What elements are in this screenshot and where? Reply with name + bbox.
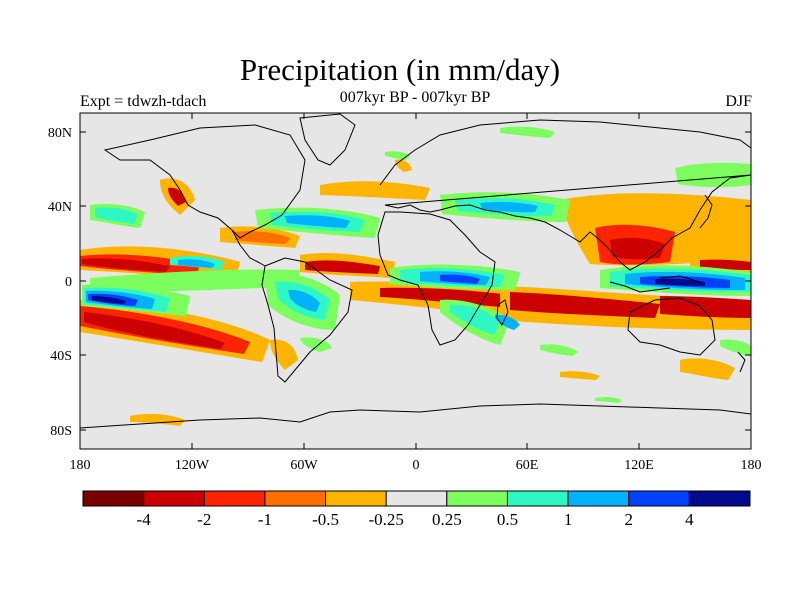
anomaly-field <box>385 151 410 160</box>
colorbar-swatch <box>506 490 569 507</box>
coastline-madagascar <box>496 299 509 326</box>
coastline-greenland <box>299 113 356 166</box>
anomaly-field <box>680 358 735 380</box>
coastline-africa <box>377 211 496 346</box>
anomaly-field <box>168 187 186 206</box>
lat-tick-label: 0 <box>65 275 72 290</box>
colorbar-swatch <box>385 490 448 507</box>
anomaly-field <box>285 215 350 228</box>
anomaly-field <box>495 314 520 330</box>
anomaly-field <box>595 396 622 403</box>
colorbar-swatch <box>446 490 508 507</box>
colorbar-label: 0.25 <box>432 510 462 529</box>
coastline-south-america <box>261 257 353 383</box>
anomaly-field <box>720 339 751 356</box>
anomaly-field <box>178 259 215 268</box>
colorbar-swatch <box>264 490 327 507</box>
anomaly-field <box>395 159 412 172</box>
anomaly-field <box>270 339 298 370</box>
colorbar-label: 0.5 <box>497 510 518 529</box>
coastline-new-zealand <box>737 351 746 373</box>
colorbar-label: -0.25 <box>368 510 403 529</box>
experiment-label: Expt = tdwzh-tdach <box>80 93 207 110</box>
colorbar-swatch <box>143 490 205 507</box>
colorbar-swatch <box>628 490 690 507</box>
lon-tick-label: 60E <box>516 458 539 473</box>
anomaly-field <box>82 258 170 272</box>
coastline-central-america <box>231 229 266 267</box>
tick-marks <box>80 113 751 449</box>
coastline-indonesia <box>609 275 701 293</box>
anomaly-field <box>84 312 225 349</box>
colorbar-label: 2 <box>624 510 633 529</box>
anomaly-field <box>92 296 126 304</box>
lon-tick-label: 120E <box>624 458 654 473</box>
lat-tick-label: 40S <box>50 349 72 364</box>
lon-tick-label: 60W <box>290 458 318 473</box>
anomaly-field <box>480 202 538 213</box>
colorbar-label: -2 <box>197 510 211 529</box>
lat-tick-label: 80S <box>50 424 72 439</box>
precipitation-anomaly-fields <box>80 126 751 426</box>
anomaly-field <box>380 287 520 308</box>
colorbar-swatch <box>688 490 751 507</box>
anomaly-field <box>300 337 332 352</box>
colorbar-label: -4 <box>137 510 152 529</box>
anomaly-field <box>675 162 751 188</box>
anomaly-field <box>235 231 290 244</box>
anomaly-field <box>700 259 751 270</box>
map-title: Precipitation (in mm/day) <box>239 52 561 87</box>
lat-tick-label: 80N <box>48 126 72 141</box>
coastline-antarctica <box>80 403 751 429</box>
anomaly-field <box>320 181 430 200</box>
colorbar-label: -0.5 <box>312 510 339 529</box>
colorbar-swatch <box>82 490 145 507</box>
colorbar-swatch <box>203 490 266 507</box>
colorbar-swatch <box>567 490 630 507</box>
anomaly-field <box>450 304 500 335</box>
coastline-australia <box>627 297 716 356</box>
anomaly-field <box>130 413 185 426</box>
coastline-north-america <box>103 124 306 239</box>
lat-tick-label: 40N <box>48 200 72 215</box>
anomaly-field <box>305 260 380 274</box>
anomaly-field <box>610 237 665 260</box>
coastlines <box>80 113 751 429</box>
anomaly-field <box>440 274 480 284</box>
lon-tick-label: 180 <box>70 458 91 473</box>
colorbar-swatch <box>325 490 387 507</box>
season-label: DJF <box>725 93 752 110</box>
lon-tick-label: 120W <box>175 458 210 473</box>
colorbar-label: -1 <box>258 510 272 529</box>
lon-tick-label: 180 <box>741 458 762 473</box>
colorbar-label: 1 <box>564 510 573 529</box>
anomaly-field <box>288 289 320 312</box>
anomaly-field <box>90 269 300 292</box>
anomaly-field <box>540 344 578 356</box>
anomaly-field <box>560 371 600 380</box>
colorbar-label: 4 <box>685 510 694 529</box>
coastline-japan <box>699 194 713 229</box>
anomaly-field <box>500 126 555 138</box>
anomaly-field <box>655 278 705 286</box>
anomaly-field <box>660 296 751 318</box>
anomaly-field <box>510 292 660 318</box>
period-label: 007kyr BP - 007kyr BP <box>339 89 491 106</box>
coastline-europe-asia <box>379 119 751 271</box>
lon-tick-label: 0 <box>413 458 420 473</box>
anomaly-field <box>95 207 138 224</box>
